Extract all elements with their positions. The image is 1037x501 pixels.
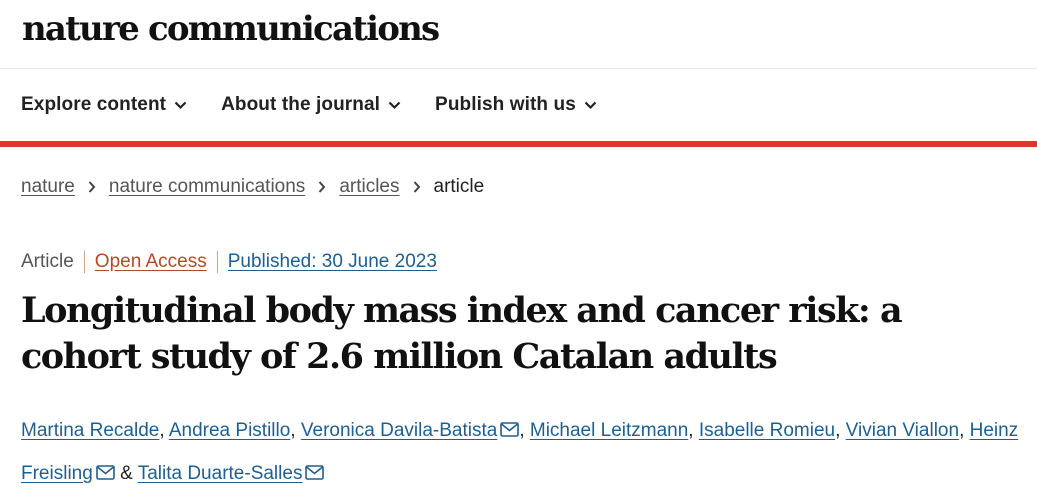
breadcrumb-nature[interactable]: nature	[21, 176, 75, 197]
chevron-right-icon	[413, 181, 421, 193]
breadcrumb-articles[interactable]: articles	[339, 176, 400, 197]
article-title: Longitudinal body mass index and cancer …	[21, 290, 903, 377]
chevron-down-icon	[388, 101, 401, 109]
breadcrumb-current: article	[433, 176, 485, 197]
mail-icon[interactable]	[305, 454, 325, 496]
author-separator: ,	[959, 420, 970, 441]
open-access-link[interactable]: Open Access	[83, 251, 217, 273]
nav-publish-with-us-label: Publish with us	[435, 94, 576, 115]
author-link[interactable]: Isabelle Romieu	[698, 420, 836, 441]
breadcrumb-nature-communications[interactable]: nature communications	[108, 176, 306, 197]
author-separator: ,	[688, 420, 699, 441]
author-link[interactable]: Vivian Viallon	[845, 420, 960, 441]
nav-publish-with-us[interactable]: Publish with us	[435, 94, 597, 116]
author-link[interactable]: Michael Leitzmann	[529, 420, 689, 441]
author-separator: ,	[519, 420, 530, 441]
chevron-down-icon	[584, 101, 597, 109]
author-separator: ,	[290, 420, 301, 441]
author-link[interactable]: Veronica Davila-Batista	[300, 420, 498, 441]
author-link[interactable]: Martina Recalde	[21, 420, 160, 441]
article-type: Article	[21, 251, 74, 272]
author-separator: &	[114, 463, 138, 484]
nav-about-the-journal-label: About the journal	[221, 94, 381, 115]
author-link[interactable]: Heinz Freisling	[21, 420, 1019, 484]
article-meta: Article Open Access Published: 30 June 2…	[21, 251, 437, 273]
nav-explore-content-label: Explore content	[21, 94, 167, 115]
chevron-right-icon	[318, 181, 326, 193]
chevron-right-icon	[88, 181, 96, 193]
nav-explore-content[interactable]: Explore content	[21, 94, 187, 116]
mail-icon[interactable]	[500, 411, 520, 453]
author-separator: ,	[159, 420, 169, 441]
breadcrumb: nature nature communications articles ar…	[21, 176, 484, 198]
author-link[interactable]: Talita Duarte-Salles	[137, 463, 303, 484]
author-separator: ,	[835, 420, 846, 441]
masthead: nature communications	[0, 0, 1037, 69]
main-nav: Explore content About the journal Publis…	[0, 69, 1037, 147]
author-link[interactable]: Andrea Pistillo	[168, 420, 291, 441]
site-logo[interactable]: nature communications	[22, 9, 440, 49]
mail-icon[interactable]	[96, 454, 115, 496]
author-list: Martina Recalde, Andrea Pistillo, Veroni…	[21, 410, 1021, 496]
chevron-down-icon	[174, 101, 187, 109]
nav-about-the-journal[interactable]: About the journal	[221, 94, 401, 116]
published-date-link[interactable]: Published: 30 June 2023	[216, 251, 437, 273]
